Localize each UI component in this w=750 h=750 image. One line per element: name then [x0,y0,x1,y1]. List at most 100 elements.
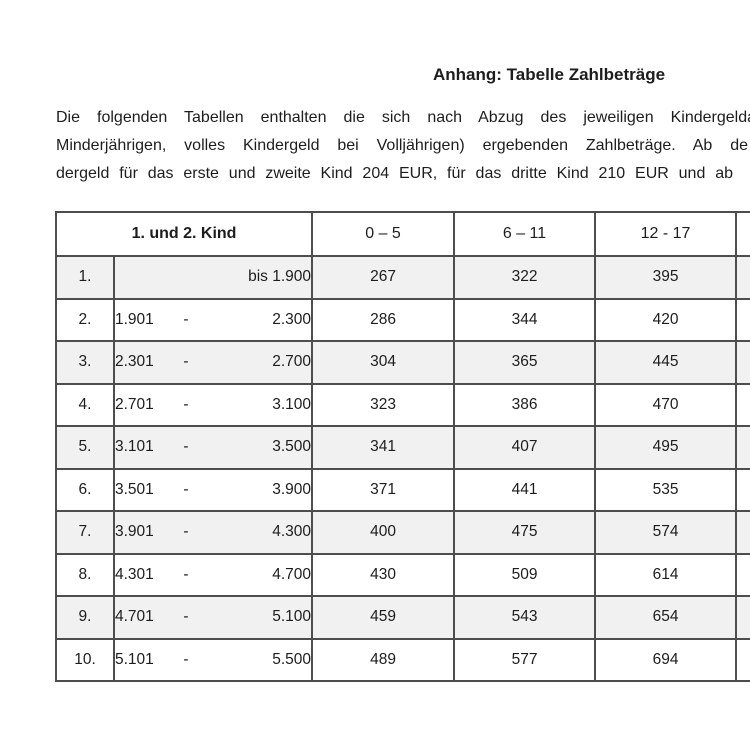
table-header-row: 1. und 2. Kind 0 – 5 6 – 11 12 - 17 [54,211,750,257]
payment-amounts-table: 1. und 2. Kind 0 – 5 6 – 11 12 - 17 1. bi… [54,211,750,682]
income-range: 2.301 - 2.700 [115,353,311,371]
table-row: 8. 4.301 - 4.700 430 509 614 [55,552,750,597]
amount-cell: 614 [594,552,738,597]
range-low: 1.901 [115,310,154,328]
amount-cell: 574 [594,510,738,555]
income-range-cell: 5.101 - 5.500 [112,637,314,682]
table-row: 9. 4.701 - 5.100 459 543 654 [55,595,750,640]
amount-cell: 395 [594,255,738,300]
income-range-cell: 2.701 - 3.100 [112,382,314,427]
table-body: 1. bis 1.900 267 322 395 2. 1.901-2.300 286 344 4… [55,255,750,682]
table-row: 4. 2.701 - 3.100 323 386 470 [55,382,750,427]
row-number: 8. [55,552,115,597]
clipped-column-cell [735,467,750,512]
amount-cell: 543 [453,595,597,640]
range-separator: - [183,353,189,371]
income-range: 2.701 - 3.100 [115,396,311,414]
intro-line: Minderjährigen, volles Kindergeld bei Vo… [56,137,748,154]
income-range-cell: bis 1.900 [112,255,314,300]
range-separator: - [183,438,189,456]
amount-cell: 509 [453,552,597,597]
clipped-column-cell [735,510,750,555]
clipped-column-cell [735,297,750,342]
table-row: 1. bis 1.900 267 322 395 [55,255,750,300]
amount-cell: 654 [594,595,738,640]
income-range-cell: 3.901 - 4.300 [112,510,314,555]
range-high: 3.900 [272,480,312,498]
row-number: 7. [55,510,115,555]
range-low: 4.301 [115,565,154,583]
amount-cell: 495 [594,425,738,470]
age-header-cell: 0 – 5 [311,211,456,257]
income-range-cell: 1.901 - 2.300 [112,297,314,342]
amount-cell: 694 [594,637,738,682]
income-range: 1.901 - 2.300 [115,311,311,329]
range-high: 2.700 [272,353,312,371]
amount-cell: 371 [311,467,456,512]
range-high: 3.500 [272,438,312,456]
income-range-cell: 2.301 - 2.700 [112,340,314,385]
amount-cell: 286 [311,297,456,342]
range-low: 5.101 [115,650,154,668]
range-separator: - [183,310,189,328]
range-separator: - [183,480,189,498]
range-low: 2.301 [115,353,154,371]
amount-cell: 365 [453,340,597,385]
range-high: 2.300 [272,310,312,328]
clipped-column-cell [735,255,750,300]
clipped-column-cell [735,382,750,427]
amount-cell: 344 [453,297,597,342]
range-high: 4.700 [272,565,312,583]
clipped-column-cell [735,552,750,597]
amount-cell: 267 [311,255,456,300]
income-range: 5.101 - 5.500 [115,651,311,669]
row-number: 3. [55,340,115,385]
amount-cell: 386 [453,382,597,427]
clipped-column-cell [735,637,750,682]
range-high: 3.100 [272,395,312,413]
clipped-column-cell [735,425,750,470]
amount-cell: 400 [311,510,456,555]
income-range-cell: 4.701 - 5.100 [112,595,314,640]
range-high: 4.300 [272,523,312,541]
income-range: 3.901 - 4.300 [115,523,311,541]
row-number: 2. [55,297,115,342]
range-high: 5.100 [272,608,312,626]
clipped-column-cell [735,340,750,385]
row-number: 4. [55,382,115,427]
range-separator: - [183,395,189,413]
clipped-header-cell [735,211,750,257]
range-separator: - [183,565,189,583]
range-low: 3.101 [115,438,154,456]
amount-cell: 323 [311,382,456,427]
row-number: 6. [55,467,115,512]
table-row: 7. 3.901 - 4.300 400 475 574 [55,510,750,555]
income-range: bis 1.900 [115,268,311,286]
row-number: 1. [55,255,115,300]
table-row: 6. 3.501 - 3.900 371 441 535 [55,467,750,512]
intro-line: Die folgenden Tabellen enthalten die sic… [56,109,750,126]
clipped-column-cell [735,595,750,640]
amount-cell: 441 [453,467,597,512]
group-header-cell: 1. und 2. Kind [54,211,314,257]
amount-cell: 304 [311,340,456,385]
amount-cell: 430 [311,552,456,597]
income-range: 3.501 - 3.900 [115,481,311,499]
intro-line: dergeld für das erste und zweite Kind 20… [56,165,733,182]
row-number: 9. [55,595,115,640]
amount-cell: 341 [311,425,456,470]
income-range: 4.701 - 5.100 [115,608,311,626]
amount-cell: 470 [594,382,738,427]
table-row: 3. 2.301 - 2.700 304 365 445 [55,340,750,385]
range-high: 5.500 [272,650,312,668]
range-low: 3.501 [115,480,154,498]
range-separator: - [183,650,189,668]
table-row: 10. 5.101 - 5.500 489 577 694 [55,637,750,682]
income-range-cell: 3.101 - 3.500 [112,425,314,470]
intro-paragraph: Die folgenden Tabellen enthalten die sic… [56,104,750,188]
range-low: 2.701 [115,395,154,413]
range-low: 4.701 [115,608,154,626]
row-number: 10. [55,637,115,682]
amount-cell: 322 [453,255,597,300]
